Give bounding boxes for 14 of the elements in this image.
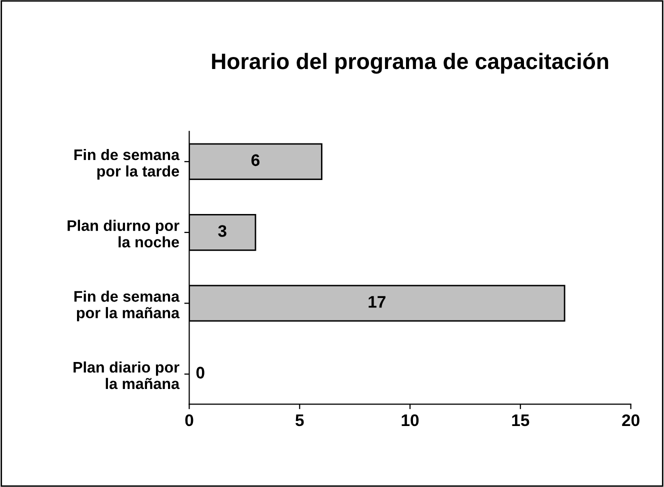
- y-tick-label: Plan diario por la mañana: [74, 361, 180, 390]
- chart-title: Horario del programa de capacitación: [212, 52, 608, 74]
- data-label: 17: [368, 296, 386, 308]
- x-tick-label: 0: [185, 414, 194, 426]
- data-label: 6: [251, 154, 260, 166]
- data-label: 3: [218, 225, 226, 237]
- x-tick-label: 5: [296, 414, 304, 426]
- x-tick-label: 20: [622, 414, 640, 426]
- x-tick-label: 15: [512, 414, 530, 426]
- data-label: 0: [196, 366, 204, 379]
- y-tick-label: Plan diurno por la noche: [68, 220, 180, 248]
- x-tick-label: 10: [402, 414, 419, 426]
- y-tick-label: Fin de semana por la tarde: [74, 148, 180, 180]
- y-tick-label: Fin de semana por la mañana: [74, 290, 180, 322]
